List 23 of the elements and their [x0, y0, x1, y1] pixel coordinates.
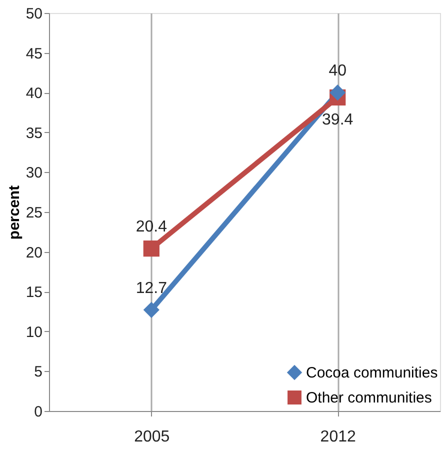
data-label: 39.4 — [322, 111, 354, 128]
y-tick-label: 0 — [34, 404, 42, 420]
y-tick-label: 25 — [26, 204, 42, 222]
y-tick-label: 15 — [26, 284, 42, 302]
legend-label: Other communities — [306, 390, 432, 406]
point — [143, 302, 160, 318]
data-label: 40 — [328, 62, 347, 80]
y-axis-title: percent — [6, 185, 23, 240]
y-tick-label: 5 — [34, 364, 42, 381]
point — [330, 84, 346, 101]
y-tick-label: 50 — [26, 6, 42, 22]
y-tick-label: 35 — [26, 124, 42, 142]
y-tick-label: 10 — [26, 324, 42, 341]
point — [143, 240, 160, 257]
y-tick-label: 20 — [26, 244, 42, 262]
y-tick-label: 40 — [26, 85, 42, 102]
y-tick-label: 30 — [26, 164, 42, 182]
legend-label: Cocoa communities — [306, 364, 438, 382]
x-tick-label: 2005 — [134, 428, 170, 446]
data-label: 12.7 — [136, 280, 168, 297]
x-tick-label: 2012 — [320, 428, 356, 446]
data-label: 20.4 — [136, 218, 168, 236]
y-tick-label: 45 — [26, 45, 42, 62]
